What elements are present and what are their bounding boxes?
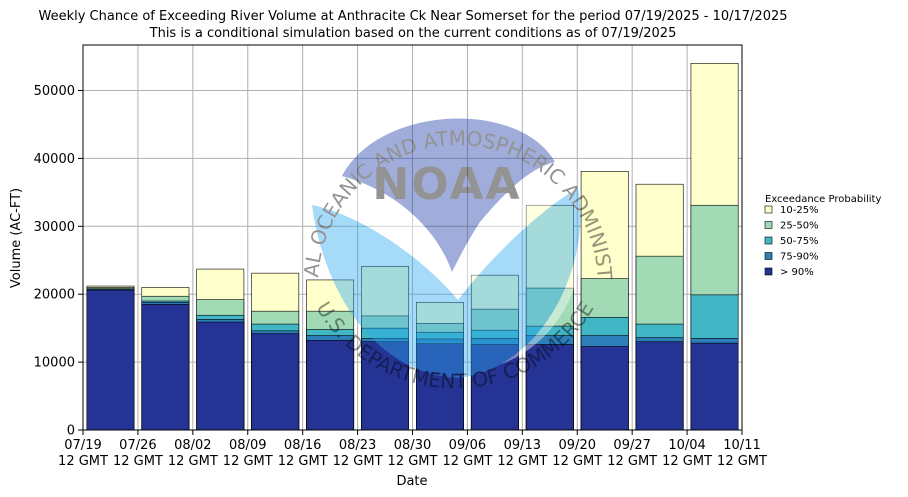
x-tick-label-time: 12 GMT xyxy=(662,454,712,469)
x-tick-label-time: 12 GMT xyxy=(552,454,602,469)
x-tick-label-date: 08/23 xyxy=(339,438,376,453)
x-tick-label-date: 08/30 xyxy=(394,438,431,453)
x-tick-label-time: 12 GMT xyxy=(58,454,108,469)
x-tick-label-date: 08/16 xyxy=(284,438,321,453)
x-tick-label-time: 12 GMT xyxy=(717,454,767,469)
y-tick-label: 0 xyxy=(67,424,75,439)
legend-entry: 50-75% xyxy=(780,236,819,247)
legend-swatch xyxy=(764,252,773,260)
bar-07-19-90 xyxy=(86,289,135,431)
y-tick-label: 30000 xyxy=(34,220,75,235)
y-tick-label: 40000 xyxy=(34,152,75,167)
x-tick-label-date: 09/20 xyxy=(559,438,596,453)
x-tick-label-date: 08/02 xyxy=(174,438,211,453)
x-tick-label-date: 08/09 xyxy=(229,438,266,453)
bar-07-26-90 xyxy=(141,304,190,431)
watermark-logo-word: NOAA xyxy=(372,159,521,210)
x-tick-label-time: 12 GMT xyxy=(442,454,492,469)
legend: Exceedance Probability 10-25% 25-50% 50-75… xyxy=(764,194,881,278)
x-tick-label-date: 10/04 xyxy=(668,438,705,453)
bar-08-16-90 xyxy=(306,340,355,431)
y-tick-label: 10000 xyxy=(34,356,75,371)
chart-title: Weekly Chance of Exceeding River Volume … xyxy=(38,9,787,24)
y-axis-label: Volume (AC-FT) xyxy=(9,188,24,288)
bar-08-23-90 xyxy=(361,341,409,431)
x-tick-label-date: 10/11 xyxy=(723,438,760,453)
bar-09-20-90 xyxy=(580,346,629,431)
legend-entry: 75-90% xyxy=(780,252,819,263)
x-tick-label-time: 12 GMT xyxy=(607,454,657,469)
x-tick-label-date: 07/19 xyxy=(64,438,101,453)
bar-09-13-90 xyxy=(525,344,574,431)
y-axis: 0 10000 20000 30000 40000 50000 xyxy=(34,84,83,439)
legend-swatch xyxy=(764,221,773,229)
x-tick-label-time: 12 GMT xyxy=(333,454,383,469)
legend-swatch xyxy=(764,236,773,245)
x-tick-label-date: 09/06 xyxy=(449,438,486,453)
x-tick-label-time: 12 GMT xyxy=(388,454,438,469)
x-tick-label-date: 09/13 xyxy=(504,438,541,453)
legend-entry: 25-50% xyxy=(780,221,819,232)
legend-swatch xyxy=(764,205,773,214)
chart-subtitle: This is a conditional simulation based o… xyxy=(149,26,677,41)
bar-08-30-90 xyxy=(416,343,464,431)
x-tick-label-time: 12 GMT xyxy=(168,454,218,469)
bar-08-09-90 xyxy=(251,333,300,431)
bar-09-27-90 xyxy=(635,341,684,431)
x-tick-label-time: 12 GMT xyxy=(223,454,273,469)
x-axis-label: Date xyxy=(396,474,427,489)
bar-10-04-90 xyxy=(690,342,739,431)
x-tick-label-date: 07/26 xyxy=(119,438,156,453)
bar-08-02-90 xyxy=(196,321,245,431)
bar-series xyxy=(86,63,739,431)
x-tick-label-time: 12 GMT xyxy=(113,454,163,469)
x-tick-label-time: 12 GMT xyxy=(497,454,547,469)
x-tick-label-time: 12 GMT xyxy=(278,454,328,469)
y-tick-label: 50000 xyxy=(34,84,75,99)
x-tick-label-date: 09/27 xyxy=(613,438,650,453)
legend-entry: 10-25% xyxy=(780,205,819,216)
legend-entry: > 90% xyxy=(780,267,814,278)
y-tick-label: 20000 xyxy=(34,288,75,303)
legend-swatch xyxy=(764,267,773,276)
legend-title: Exceedance Probability xyxy=(765,194,881,205)
bar-09-06-90 xyxy=(470,344,519,431)
